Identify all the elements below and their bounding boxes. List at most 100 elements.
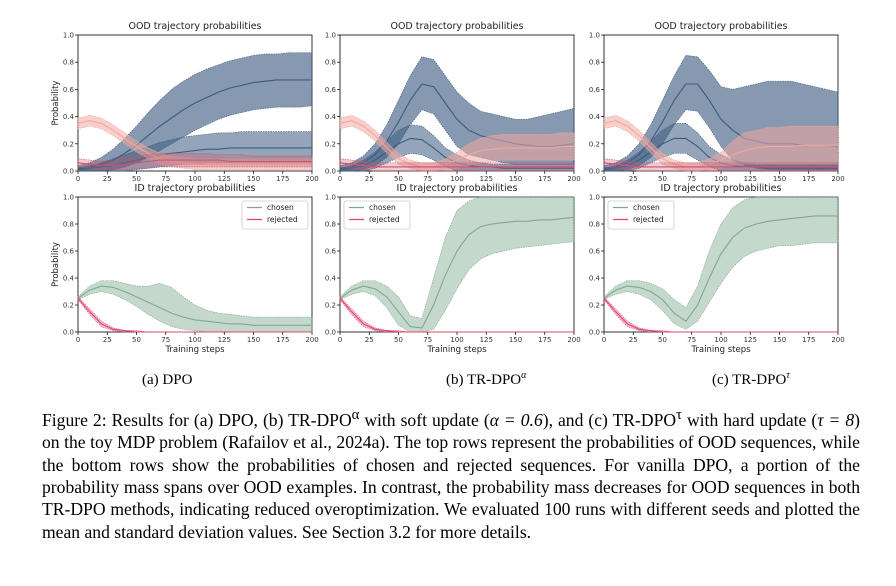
x-tick-label: 25: [103, 336, 112, 344]
x-tick-label: 150: [773, 175, 786, 183]
y-tick-label: 0.4: [325, 113, 337, 121]
x-tick-label: 100: [714, 336, 727, 344]
y-tick-label: 0.2: [63, 140, 74, 148]
series-mean-line: [77, 159, 312, 167]
y-tick-label: 0.6: [63, 248, 75, 256]
x-tick-label: 200: [831, 336, 844, 344]
caption-part: ) on the toy MDP problem (Rafailov et al…: [42, 409, 860, 542]
x-tick-label: 150: [773, 336, 786, 344]
chart-title: OOD trajectory probabilities: [654, 21, 787, 32]
figure-caption: Figure 2: Results for (a) DPO, (b) TR-DP…: [42, 404, 860, 543]
x-axis-label: Training steps: [426, 345, 487, 355]
subcaption-3: (c) TR-DPOτ: [712, 370, 790, 388]
x-tick-label: 150: [509, 336, 522, 344]
y-tick-label: 0.8: [63, 59, 74, 67]
x-tick-label: 125: [218, 175, 231, 183]
y-tick-label: 0.4: [589, 113, 601, 121]
chart-panel-2: OOD trajectory probabilities 0 25 50 75 100 12…: [325, 21, 581, 183]
chart-title: OOD trajectory probabilities: [128, 21, 261, 32]
x-tick-label: 150: [247, 336, 260, 344]
x-tick-label: 175: [802, 336, 815, 344]
x-tick-label: 200: [305, 336, 318, 344]
x-tick-label: 200: [305, 175, 318, 183]
series-band: [603, 158, 839, 172]
x-tick-label: 125: [744, 336, 757, 344]
x-tick-label: 200: [567, 175, 580, 183]
chart-title: ID trajectory probabilities: [397, 183, 518, 194]
x-tick-label: 100: [188, 175, 201, 183]
y-tick-label: 1.0: [589, 194, 600, 202]
y-axis-label: Probability: [51, 242, 61, 287]
chart-title: OOD trajectory probabilities: [390, 21, 523, 32]
series-band: [339, 114, 575, 172]
x-tick-label: 0: [602, 336, 606, 344]
series-band: [603, 196, 839, 330]
y-tick-label: 0.2: [325, 302, 336, 310]
y-tick-label: 0.4: [63, 275, 75, 283]
y-tick-label: 0.0: [325, 168, 336, 176]
y-tick-label: 0.2: [589, 140, 600, 148]
x-axis-label: Training steps: [164, 345, 225, 355]
series-band: [339, 124, 575, 172]
chart-panel-1: OOD trajectory probabilities 0 25 50 75 100 12…: [51, 21, 319, 183]
chart-panel-4: ID trajectory probabilities 0 25 50 75 100 125…: [51, 183, 319, 355]
x-tick-label: 50: [658, 336, 667, 344]
y-tick-label: 0.4: [63, 113, 75, 121]
subcaption-2: (b) TR-DPOα: [446, 370, 527, 388]
series-mean-line: [77, 120, 312, 165]
y-tick-label: 0.6: [589, 248, 601, 256]
x-tick-label: 125: [744, 175, 757, 183]
y-tick-label: 0.6: [589, 86, 601, 94]
subcaption-superscript: α: [521, 370, 527, 381]
caption-part: with hard update (: [681, 409, 818, 430]
x-tick-label: 75: [423, 175, 432, 183]
y-tick-label: 0.0: [589, 329, 600, 337]
series-band: [339, 158, 575, 172]
subcaption-text: (a) DPO: [142, 372, 193, 388]
chart-legend: chosen rejected: [241, 200, 309, 230]
series-band: [77, 152, 313, 170]
x-tick-label: 100: [188, 336, 201, 344]
subcaption-text: (b) TR-DPO: [446, 372, 521, 388]
caption-part: ), and (c) TR-DPO: [542, 409, 677, 430]
x-tick-label: 175: [538, 175, 551, 183]
y-tick-label: 1.0: [589, 32, 600, 40]
series-mean-line: [339, 297, 574, 333]
x-tick-label: 25: [629, 336, 638, 344]
series-mean-line: [339, 120, 574, 168]
caption-sup-tau: τ: [676, 407, 682, 423]
x-tick-label: 200: [831, 175, 844, 183]
series-mean-line: [339, 216, 575, 329]
x-tick-label: 100: [450, 175, 463, 183]
chart-title: ID trajectory probabilities: [661, 183, 782, 194]
x-tick-label: 175: [276, 175, 289, 183]
y-axis-label: Probability: [51, 81, 61, 126]
chart-panel-6: ID trajectory probabilities 0 25 50 75 100 125…: [589, 183, 845, 355]
y-tick-label: 0.0: [63, 168, 74, 176]
series-band: [339, 196, 575, 333]
y-tick-label: 1.0: [325, 194, 336, 202]
subcaption-superscript: τ: [786, 370, 790, 381]
y-tick-label: 1.0: [63, 32, 74, 40]
x-tick-label: 175: [276, 336, 289, 344]
series-band: [603, 123, 839, 172]
y-tick-label: 0.4: [325, 275, 337, 283]
caption-math: τ = 8: [817, 409, 855, 430]
x-tick-label: 50: [132, 336, 141, 344]
legend-label-chosen: chosen: [267, 203, 294, 212]
series-mean-line: [77, 285, 312, 326]
y-tick-label: 0.0: [589, 168, 600, 176]
x-tick-label: 100: [714, 175, 727, 183]
x-tick-label: 75: [423, 336, 432, 344]
x-tick-label: 200: [567, 336, 580, 344]
x-tick-label: 25: [103, 175, 112, 183]
x-tick-label: 0: [338, 336, 342, 344]
series-mean-line: [339, 162, 574, 168]
y-tick-label: 0.8: [325, 59, 336, 67]
subcaption-text: (c) TR-DPO: [712, 372, 786, 388]
y-tick-label: 0.0: [63, 329, 74, 337]
y-tick-label: 0.2: [63, 302, 74, 310]
x-tick-label: 125: [218, 336, 231, 344]
x-tick-label: 75: [687, 175, 696, 183]
legend-label-rejected: rejected: [267, 215, 298, 224]
